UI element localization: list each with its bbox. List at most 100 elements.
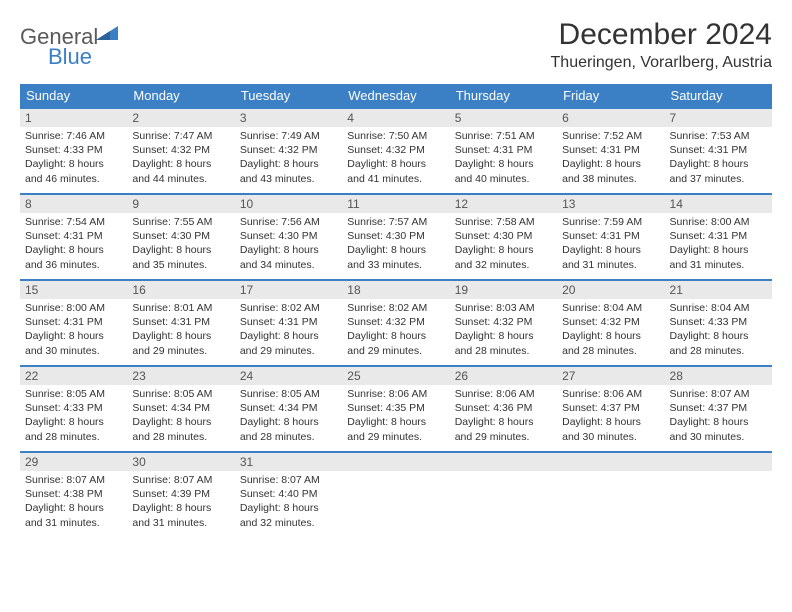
calendar-day-cell — [557, 452, 664, 538]
day-details: Sunrise: 8:07 AMSunset: 4:37 PMDaylight:… — [665, 385, 772, 448]
daylight-line: Daylight: 8 hours and 30 minutes. — [25, 329, 122, 357]
day-details: Sunrise: 8:00 AMSunset: 4:31 PMDaylight:… — [665, 213, 772, 276]
calendar-day-cell: 26Sunrise: 8:06 AMSunset: 4:36 PMDayligh… — [450, 366, 557, 452]
day-number: 3 — [235, 109, 342, 127]
day-number: 4 — [342, 109, 449, 127]
sunset-line: Sunset: 4:32 PM — [132, 143, 229, 157]
day-number: 17 — [235, 281, 342, 299]
sunset-line: Sunset: 4:33 PM — [25, 401, 122, 415]
day-details: Sunrise: 8:01 AMSunset: 4:31 PMDaylight:… — [127, 299, 234, 362]
daylight-line: Daylight: 8 hours and 34 minutes. — [240, 243, 337, 271]
day-details: Sunrise: 7:50 AMSunset: 4:32 PMDaylight:… — [342, 127, 449, 190]
daylight-line: Daylight: 8 hours and 30 minutes. — [562, 415, 659, 443]
calendar-day-cell: 29Sunrise: 8:07 AMSunset: 4:38 PMDayligh… — [20, 452, 127, 538]
calendar-day-cell: 31Sunrise: 8:07 AMSunset: 4:40 PMDayligh… — [235, 452, 342, 538]
sunset-line: Sunset: 4:32 PM — [455, 315, 552, 329]
sunrise-line: Sunrise: 8:07 AM — [670, 387, 767, 401]
day-details: Sunrise: 8:00 AMSunset: 4:31 PMDaylight:… — [20, 299, 127, 362]
sunset-line: Sunset: 4:31 PM — [240, 315, 337, 329]
daylight-line: Daylight: 8 hours and 32 minutes. — [240, 501, 337, 529]
day-details: Sunrise: 8:03 AMSunset: 4:32 PMDaylight:… — [450, 299, 557, 362]
sunrise-line: Sunrise: 8:06 AM — [347, 387, 444, 401]
day-details: Sunrise: 7:59 AMSunset: 4:31 PMDaylight:… — [557, 213, 664, 276]
sunset-line: Sunset: 4:33 PM — [670, 315, 767, 329]
day-details: Sunrise: 8:04 AMSunset: 4:32 PMDaylight:… — [557, 299, 664, 362]
sunset-line: Sunset: 4:38 PM — [25, 487, 122, 501]
calendar-day-cell: 8Sunrise: 7:54 AMSunset: 4:31 PMDaylight… — [20, 194, 127, 280]
sunset-line: Sunset: 4:31 PM — [562, 143, 659, 157]
sunrise-line: Sunrise: 7:57 AM — [347, 215, 444, 229]
sunrise-line: Sunrise: 7:59 AM — [562, 215, 659, 229]
day-number: 31 — [235, 453, 342, 471]
sunset-line: Sunset: 4:39 PM — [132, 487, 229, 501]
sunrise-line: Sunrise: 8:05 AM — [25, 387, 122, 401]
day-details: Sunrise: 7:55 AMSunset: 4:30 PMDaylight:… — [127, 213, 234, 276]
sunset-line: Sunset: 4:30 PM — [132, 229, 229, 243]
weekday-header: Saturday — [665, 84, 772, 108]
sunrise-line: Sunrise: 7:50 AM — [347, 129, 444, 143]
daylight-line: Daylight: 8 hours and 28 minutes. — [25, 415, 122, 443]
weekday-header: Tuesday — [235, 84, 342, 108]
sunset-line: Sunset: 4:32 PM — [562, 315, 659, 329]
sunrise-line: Sunrise: 7:54 AM — [25, 215, 122, 229]
day-details: Sunrise: 8:06 AMSunset: 4:37 PMDaylight:… — [557, 385, 664, 448]
daylight-line: Daylight: 8 hours and 33 minutes. — [347, 243, 444, 271]
day-number: 19 — [450, 281, 557, 299]
day-number: 12 — [450, 195, 557, 213]
daylight-line: Daylight: 8 hours and 31 minutes. — [670, 243, 767, 271]
calendar-day-cell — [450, 452, 557, 538]
day-details: Sunrise: 7:54 AMSunset: 4:31 PMDaylight:… — [20, 213, 127, 276]
sunset-line: Sunset: 4:31 PM — [132, 315, 229, 329]
calendar-day-cell: 7Sunrise: 7:53 AMSunset: 4:31 PMDaylight… — [665, 108, 772, 194]
sunset-line: Sunset: 4:32 PM — [347, 315, 444, 329]
day-number-empty — [557, 453, 664, 471]
day-details: Sunrise: 8:05 AMSunset: 4:33 PMDaylight:… — [20, 385, 127, 448]
sunset-line: Sunset: 4:37 PM — [670, 401, 767, 415]
day-number: 29 — [20, 453, 127, 471]
calendar-day-cell: 13Sunrise: 7:59 AMSunset: 4:31 PMDayligh… — [557, 194, 664, 280]
weekday-header: Sunday — [20, 84, 127, 108]
month-title: December 2024 — [551, 18, 772, 52]
daylight-line: Daylight: 8 hours and 35 minutes. — [132, 243, 229, 271]
sunset-line: Sunset: 4:31 PM — [670, 143, 767, 157]
day-details: Sunrise: 8:06 AMSunset: 4:35 PMDaylight:… — [342, 385, 449, 448]
sunrise-line: Sunrise: 8:00 AM — [670, 215, 767, 229]
daylight-line: Daylight: 8 hours and 28 minutes. — [455, 329, 552, 357]
title-block: December 2024 Thueringen, Vorarlberg, Au… — [551, 18, 772, 72]
sunrise-line: Sunrise: 7:56 AM — [240, 215, 337, 229]
calendar-day-cell: 3Sunrise: 7:49 AMSunset: 4:32 PMDaylight… — [235, 108, 342, 194]
sunrise-line: Sunrise: 7:52 AM — [562, 129, 659, 143]
day-number: 13 — [557, 195, 664, 213]
day-number: 15 — [20, 281, 127, 299]
daylight-line: Daylight: 8 hours and 37 minutes. — [670, 157, 767, 185]
daylight-line: Daylight: 8 hours and 29 minutes. — [132, 329, 229, 357]
sunrise-line: Sunrise: 7:55 AM — [132, 215, 229, 229]
weekday-header-row: SundayMondayTuesdayWednesdayThursdayFrid… — [20, 84, 772, 108]
calendar-day-cell: 4Sunrise: 7:50 AMSunset: 4:32 PMDaylight… — [342, 108, 449, 194]
calendar-day-cell: 5Sunrise: 7:51 AMSunset: 4:31 PMDaylight… — [450, 108, 557, 194]
sunrise-line: Sunrise: 7:51 AM — [455, 129, 552, 143]
calendar-week-row: 29 Sunrise: 8:07 AM Sunset: 4:38 PM Dayligh… — [20, 452, 772, 538]
sunset-line: Sunset: 4:34 PM — [240, 401, 337, 415]
day-number: 6 — [557, 109, 664, 127]
calendar-day-cell: 19Sunrise: 8:03 AMSunset: 4:32 PMDayligh… — [450, 280, 557, 366]
sunset-line: Sunset: 4:37 PM — [562, 401, 659, 415]
sunset-line: Sunset: 4:36 PM — [455, 401, 552, 415]
day-details: Sunrise: 7:53 AMSunset: 4:31 PMDaylight:… — [665, 127, 772, 190]
calendar-day-cell — [665, 452, 772, 538]
sunset-line: Sunset: 4:31 PM — [670, 229, 767, 243]
day-details: Sunrise: 7:52 AMSunset: 4:31 PMDaylight:… — [557, 127, 664, 190]
location-text: Thueringen, Vorarlberg, Austria — [551, 54, 772, 72]
calendar-week-row: 1Sunrise: 7:46 AMSunset: 4:33 PMDaylight… — [20, 108, 772, 194]
calendar-day-cell: 14Sunrise: 8:00 AMSunset: 4:31 PMDayligh… — [665, 194, 772, 280]
sunrise-line: Sunrise: 8:07 AM — [240, 473, 337, 487]
sunrise-line: Sunrise: 8:01 AM — [132, 301, 229, 315]
sunset-line: Sunset: 4:30 PM — [347, 229, 444, 243]
day-number: 9 — [127, 195, 234, 213]
calendar-day-cell: 10Sunrise: 7:56 AMSunset: 4:30 PMDayligh… — [235, 194, 342, 280]
daylight-line: Daylight: 8 hours and 43 minutes. — [240, 157, 337, 185]
calendar-day-cell: 18Sunrise: 8:02 AMSunset: 4:32 PMDayligh… — [342, 280, 449, 366]
calendar-body: 1Sunrise: 7:46 AMSunset: 4:33 PMDaylight… — [20, 108, 772, 538]
sunrise-line: Sunrise: 8:03 AM — [455, 301, 552, 315]
daylight-line: Daylight: 8 hours and 36 minutes. — [25, 243, 122, 271]
